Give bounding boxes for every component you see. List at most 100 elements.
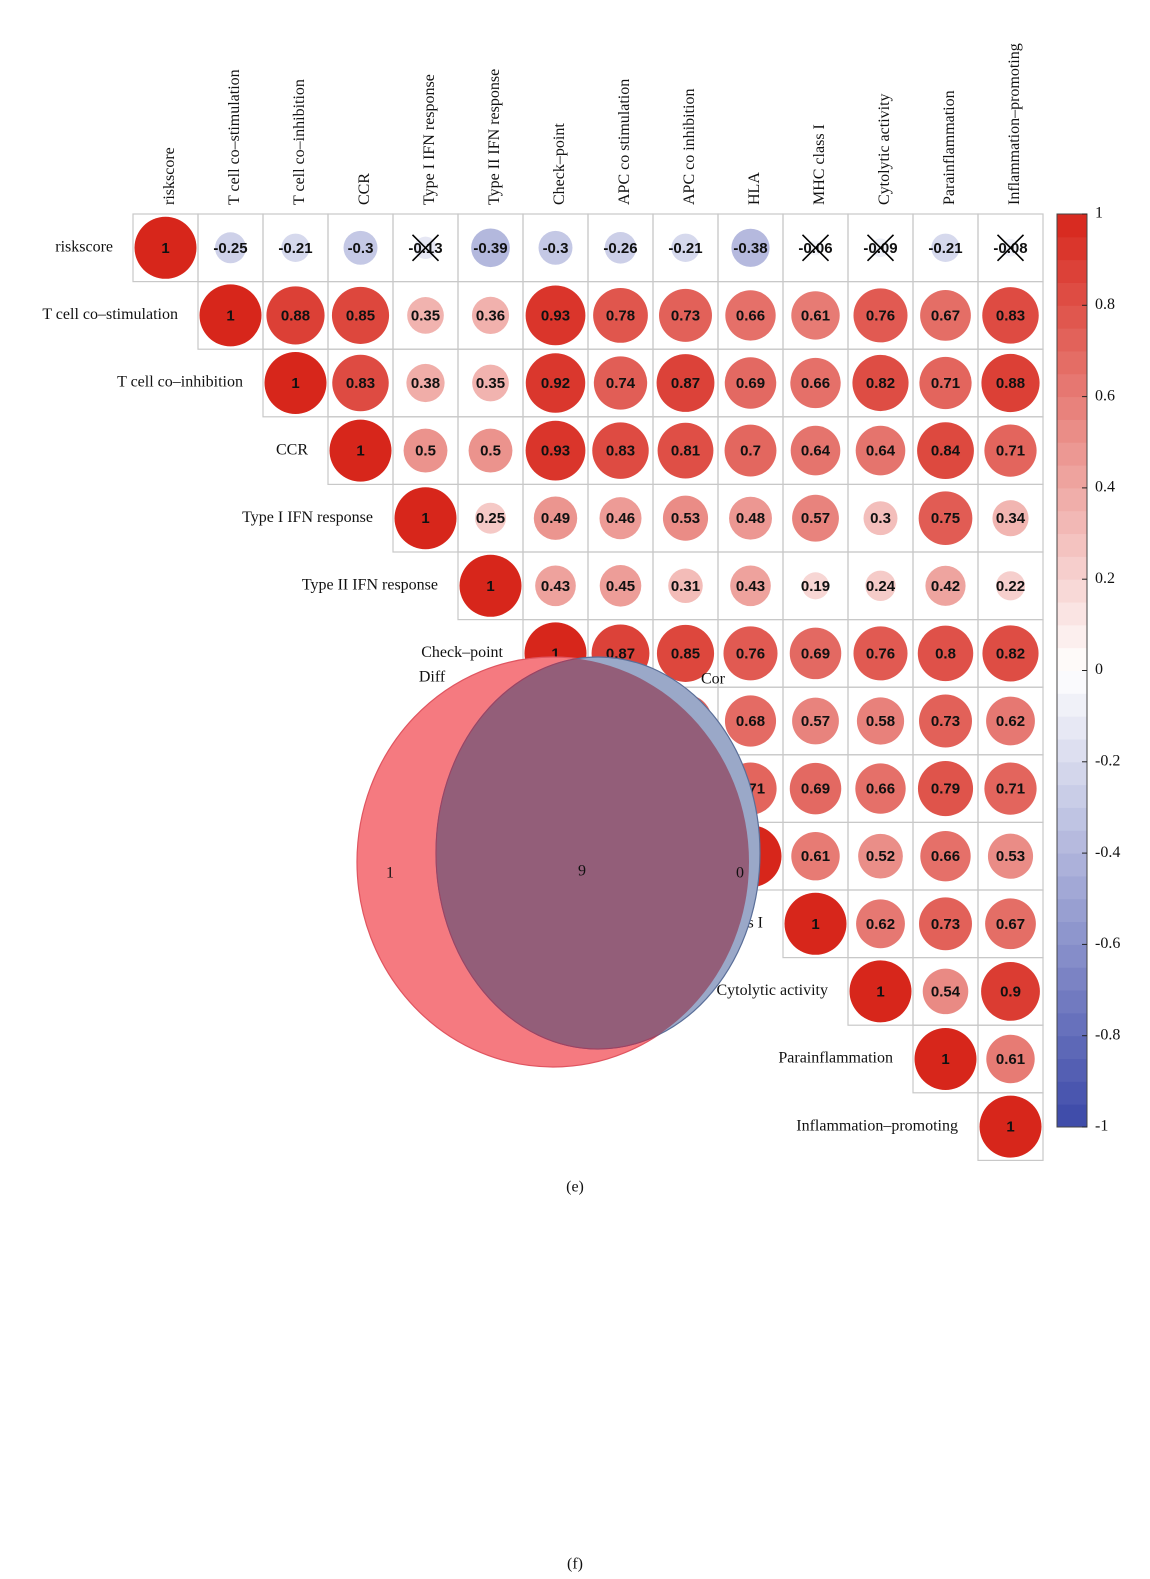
corr-circle (986, 696, 1035, 746)
corr-circle (656, 624, 715, 682)
column-label: CCR (356, 173, 373, 205)
colorbar-band (1057, 350, 1087, 375)
corr-value: 0.78 (606, 307, 635, 324)
corr-value: 0.52 (866, 848, 895, 865)
corr-value: -0.3 (543, 240, 569, 257)
row-label: riskscore (55, 238, 113, 255)
corr-circle (730, 565, 771, 607)
colorbar-tick-label: -0.6 (1095, 935, 1120, 952)
insignificant-cross (801, 234, 830, 262)
colorbar-band (1057, 761, 1087, 786)
colorbar-band (1057, 236, 1087, 261)
corr-value: 1 (811, 916, 819, 933)
corr-value: 1 (876, 983, 884, 1000)
corr-circle (329, 419, 392, 482)
corr-value: 0.48 (736, 510, 765, 527)
corr-value: 0.42 (931, 578, 960, 595)
corr-value: 0.76 (866, 645, 895, 662)
corr-circle (792, 494, 839, 542)
corr-circle (855, 763, 906, 814)
colorbar-tick-label: -0.8 (1095, 1026, 1120, 1043)
corr-value: 0.82 (996, 645, 1025, 662)
column-label: Check–point (551, 123, 568, 205)
corr-value: 1 (486, 578, 494, 595)
row-label: T cell co–stimulation (42, 306, 178, 323)
colorbar-band (1057, 579, 1087, 603)
column-label: Inflammation–promoting (1006, 43, 1023, 205)
colorbar-band (1057, 1104, 1087, 1128)
corr-value: 0.83 (346, 375, 375, 392)
corr-circle (538, 230, 573, 265)
colorbar-band (1057, 487, 1087, 512)
corr-value: 0.43 (541, 578, 570, 595)
corr-value: 1 (356, 443, 364, 460)
corr-value: 1 (421, 510, 429, 527)
corr-value: 0.24 (866, 578, 896, 595)
corr-value: 0.87 (671, 375, 700, 392)
colorbar-band (1057, 214, 1087, 238)
corr-value: 1 (1006, 1119, 1014, 1136)
corr-circle (919, 694, 972, 748)
colorbar-band (1057, 373, 1087, 398)
corr-value: 0.36 (476, 307, 505, 324)
colorbar-band (1057, 442, 1087, 466)
column-label: riskscore (161, 147, 178, 205)
colorbar-tick-label: 1 (1095, 205, 1103, 222)
corr-circle (403, 428, 448, 473)
corr-value: 1 (226, 307, 234, 324)
corr-circle (863, 501, 898, 536)
corr-circle (599, 565, 642, 607)
corr-circle (984, 424, 1037, 477)
corr-value: -0.3 (348, 240, 374, 257)
corr-circle (920, 831, 971, 882)
corr-circle (984, 762, 1037, 815)
corr-circle (992, 500, 1029, 537)
insignificant-cross (411, 234, 440, 262)
corr-value: 0.57 (801, 510, 830, 527)
corr-circle (472, 364, 509, 402)
corr-circle (919, 897, 972, 951)
corr-circle (671, 233, 700, 263)
corr-value: 0.9 (1000, 983, 1021, 1000)
corr-circle (987, 833, 1034, 879)
corr-value: 0.79 (931, 781, 960, 798)
colorbar-band (1057, 1035, 1087, 1060)
corr-value: 0.8 (935, 645, 956, 662)
corr-value: 1 (291, 375, 299, 392)
corr-value: 0.69 (736, 375, 765, 392)
corr-value: 0.83 (606, 443, 635, 460)
corr-circle (471, 296, 510, 334)
overlap-region (435, 657, 749, 1050)
corr-value: 0.88 (996, 375, 1025, 392)
corr-value: 0.61 (996, 1051, 1025, 1068)
corr-value: 0.83 (996, 307, 1025, 324)
colorbar-band (1057, 396, 1087, 420)
corr-circle (599, 497, 642, 540)
corr-circle (917, 761, 974, 817)
corr-circle (533, 496, 578, 540)
colorbar-band (1057, 716, 1087, 740)
corr-circle (604, 231, 637, 264)
corr-value: 0.82 (866, 375, 895, 392)
corr-value: 0.38 (411, 375, 440, 392)
corr-value: 0.34 (996, 510, 1026, 527)
column-label: APC co stimulation (616, 79, 633, 205)
corr-value: 0.19 (801, 578, 830, 595)
colorbar-band (1057, 305, 1087, 329)
corr-circle (593, 356, 648, 410)
colorbar-band (1057, 921, 1087, 945)
corr-value: 0.62 (866, 916, 895, 933)
caption: (e) (566, 1179, 584, 1196)
corr-circle (920, 290, 971, 341)
corr-value: -0.38 (733, 240, 767, 257)
corr-value: 0.88 (281, 307, 310, 324)
column-label: HLA (746, 172, 763, 205)
colorbar-tick-label: 0 (1095, 661, 1103, 678)
corr-circle (981, 961, 1040, 1021)
corr-value: 0.67 (996, 916, 1025, 933)
corr-circle (535, 565, 576, 607)
colorbar-band (1057, 556, 1087, 580)
corr-circle (849, 960, 912, 1023)
corr-circle (475, 502, 506, 534)
corr-value: 0.85 (346, 307, 375, 324)
